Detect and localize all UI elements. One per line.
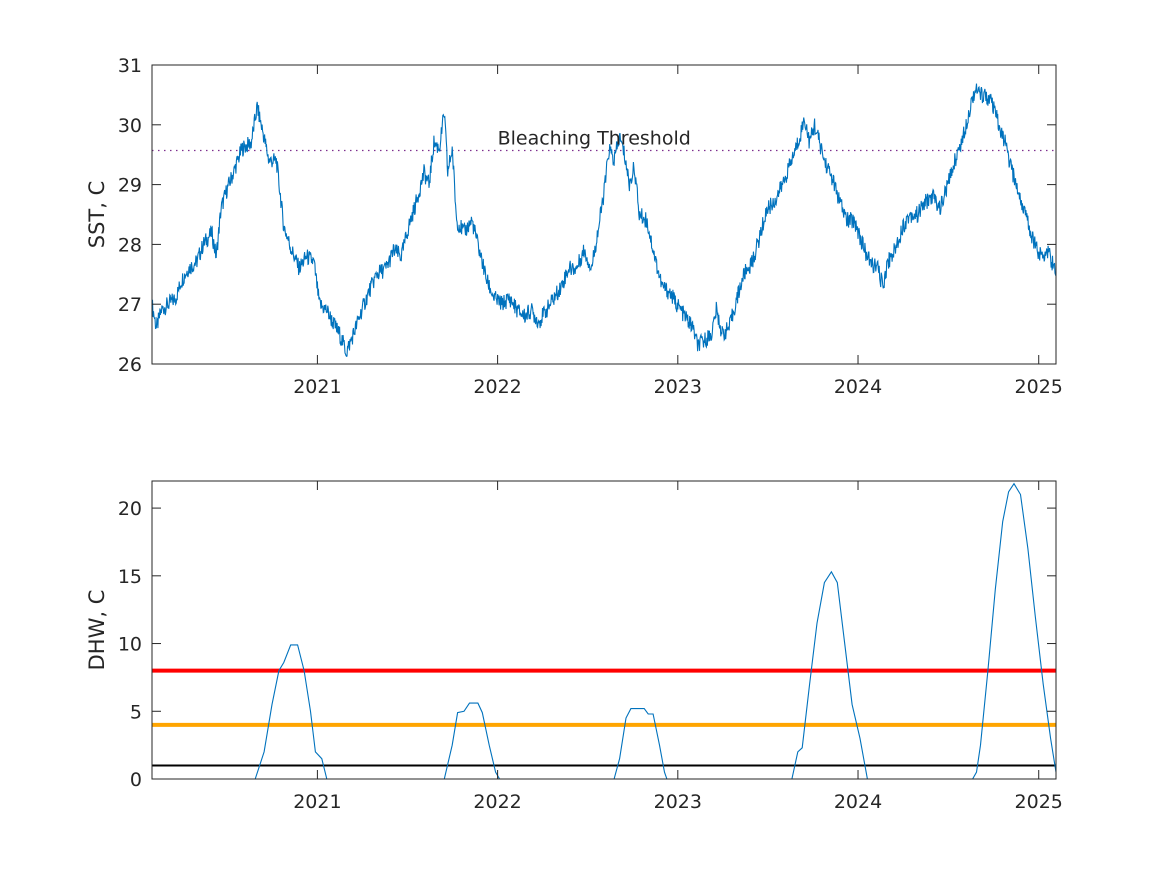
x-tick-label: 2023	[654, 376, 702, 398]
x-tick-label: 2021	[293, 376, 341, 398]
y-tick-label: 20	[118, 498, 142, 520]
x-tick-label: 2025	[1015, 791, 1063, 813]
y-tick-label: 0	[130, 769, 142, 791]
y-axis-label: DHW, C	[85, 590, 109, 671]
y-tick-label: 29	[118, 175, 142, 197]
x-tick-label: 2021	[293, 791, 341, 813]
y-tick-label: 31	[118, 55, 142, 77]
sst-panel: 2021 2022 2023 2024 2025 26 27 28 29 30 31 SST, C Bl…	[85, 55, 1063, 398]
y-tick-label: 27	[118, 294, 142, 316]
x-tick-label: 2023	[654, 791, 702, 813]
x-tick-label: 2024	[834, 791, 882, 813]
plot-area	[152, 482, 1056, 779]
data-series-line	[152, 83, 1056, 357]
axes-box	[151, 64, 1057, 365]
x-tick-label: 2025	[1015, 376, 1063, 398]
y-tick-label: 30	[118, 115, 142, 137]
data-series-line	[152, 482, 1056, 779]
y-axis-label: SST, C	[85, 181, 109, 249]
axes-box	[151, 480, 1057, 780]
bleaching-threshold-label: Bleaching Threshold	[498, 128, 691, 150]
y-tick-label: 26	[118, 354, 142, 376]
dhw-panel: 2021 2022 2023 2024 2025 0 5 10 15 20 DHW, C	[85, 480, 1063, 813]
plot-area	[152, 83, 1056, 357]
x-tick-label: 2022	[473, 376, 521, 398]
y-tick-label: 28	[118, 234, 142, 256]
x-tick-label: 2024	[834, 376, 882, 398]
y-tick-label: 10	[118, 634, 142, 656]
x-tick-label: 2022	[473, 791, 521, 813]
y-tick-label: 15	[118, 566, 142, 588]
y-tick-label: 5	[130, 701, 142, 723]
